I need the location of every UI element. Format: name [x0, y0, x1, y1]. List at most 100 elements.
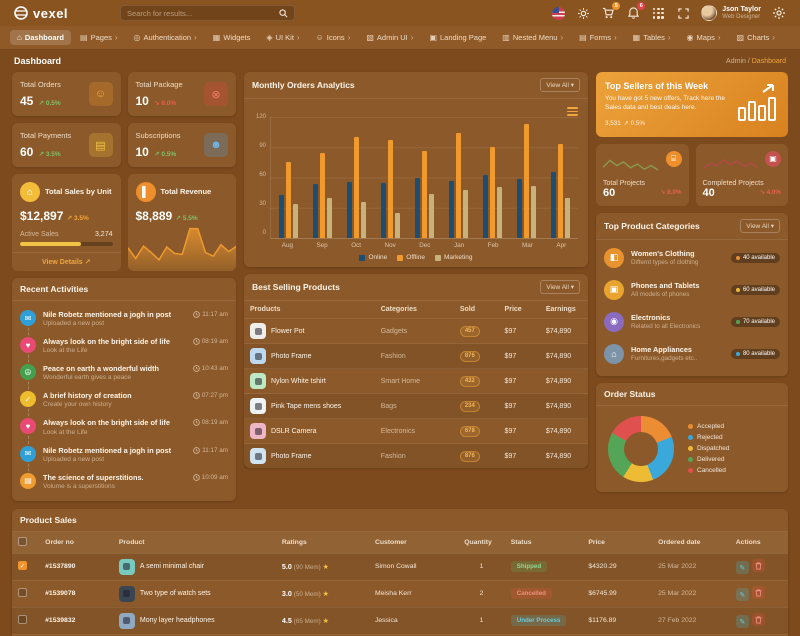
menu-item[interactable]: ▤ Forms › — [572, 30, 623, 45]
app-logo[interactable]: vexel — [14, 6, 110, 21]
activity-time: 08:19 am — [192, 337, 228, 354]
menu-item[interactable]: ▦ Tables › — [626, 30, 678, 45]
table-row[interactable]: Flower Pot Gadgets 457 $97 $74,890 — [244, 318, 588, 344]
activity-subtitle: Wonderful earth gives a peace — [43, 374, 132, 382]
theme-toggle-sun-icon[interactable] — [576, 6, 590, 20]
bar — [497, 186, 503, 238]
product-earnings: $74,890 — [545, 377, 572, 385]
breadcrumb-parent[interactable]: Admin — [726, 57, 746, 65]
chart-legend: Online Offline Marketing — [244, 252, 588, 267]
activity-item[interactable]: ♥ Always look on the bright side of life… — [20, 332, 228, 368]
table-row[interactable]: Nylon White tshirt Smart Home 432 $97 $7… — [244, 368, 588, 394]
menu-item[interactable]: ◈ UI Kit › — [259, 30, 306, 45]
x-tick: Apr — [556, 242, 567, 249]
search-input[interactable] — [127, 8, 274, 18]
legend-item[interactable]: Marketing — [434, 254, 473, 261]
table-row[interactable]: Pink Tape mens shoes Bags 234 $97 $74,89… — [244, 393, 588, 419]
customer-name: Meisha Kerr — [368, 579, 459, 608]
language-flag-icon[interactable] — [551, 6, 565, 20]
category-item[interactable]: ◉ Electronics Related to all Electronics… — [604, 306, 780, 338]
rating-members: (65 Mem) — [293, 618, 321, 626]
apps-grid-icon[interactable] — [651, 6, 665, 20]
menu-item[interactable]: ▧ Admin UI › — [359, 30, 420, 45]
product-name: Two type of watch sets — [139, 590, 211, 598]
category-item[interactable]: ▣ Phones and Tablets All models of phone… — [604, 274, 780, 306]
row-checkbox[interactable] — [18, 615, 27, 625]
chevron-right-icon: › — [410, 33, 414, 42]
search-icon[interactable] — [279, 8, 288, 18]
menu-item[interactable]: ▨ Charts › — [730, 30, 782, 45]
activity-item[interactable]: ✉ Nile Robetz mentioned a jogh in post U… — [20, 441, 228, 476]
activity-item[interactable]: ✓ A brief history of creation Create you… — [20, 386, 228, 422]
delete-button[interactable] — [751, 586, 765, 600]
delete-button[interactable] — [751, 559, 765, 573]
menu-item[interactable]: ▦ Widgets › — [206, 30, 258, 45]
activity-title: Always look on the bright side of life — [43, 418, 170, 428]
table-row[interactable]: Photo Frame Fashion 876 $97 $74,890 — [244, 343, 588, 369]
x-tick: Oct — [351, 242, 362, 249]
settings-gear-icon[interactable] — [772, 6, 786, 20]
category-name: Home Appliances — [631, 345, 692, 355]
x-tick: Feb — [487, 242, 499, 249]
table-row[interactable]: Photo Frame Fashion 876 $97 $74,890 — [244, 443, 588, 468]
stat-label: Total Orders — [20, 80, 61, 89]
rating-members: (90 Mem) — [293, 564, 321, 572]
logo-text: vexel — [33, 5, 69, 21]
user-menu[interactable]: Json Taylor Web Designer — [701, 5, 761, 21]
row-checkbox[interactable] — [18, 561, 27, 571]
order-status-donut — [608, 415, 674, 482]
activity-item[interactable]: ♥ Always look on the bright side of life… — [20, 413, 228, 449]
bar — [428, 193, 434, 238]
activity-item[interactable]: ✉ Nile Robetz mentioned a jogh in post U… — [20, 305, 228, 341]
menu-item[interactable]: ⌂ Dashboard › — [10, 30, 72, 45]
active-sales-progress — [20, 242, 113, 246]
legend-item[interactable]: Online — [359, 254, 387, 261]
product-thumbnail — [250, 373, 266, 389]
activity-time: 11:17 am — [193, 446, 228, 463]
customer-name: Jessica — [368, 606, 459, 635]
edit-button[interactable]: ✎ — [735, 561, 749, 575]
menu-item[interactable]: ▤ Pages › — [73, 30, 125, 45]
bar — [421, 151, 427, 238]
menu-item[interactable]: ▥ Nested Menu › — [495, 30, 570, 45]
activity-item[interactable]: ☮ Peace on earth a wonderful width Wonde… — [20, 359, 228, 395]
menu-item-label: Admin UI — [376, 33, 408, 42]
stat-change: ↗ 0.5% — [38, 100, 61, 107]
menu-item-label: Tables — [643, 33, 665, 42]
cart-icon[interactable]: 5 — [601, 2, 621, 20]
category-item[interactable]: ⌂ Home Appliances Furnitures,gadgets etc… — [604, 338, 780, 370]
activity-time: 10:09 am — [192, 473, 228, 490]
view-all-button[interactable]: View All ▾ — [740, 218, 780, 233]
fullscreen-icon[interactable] — [676, 6, 690, 20]
notifications-bell-icon[interactable]: 6 — [626, 2, 646, 20]
menu-item-icon: ▥ — [502, 33, 510, 42]
completed-projects-card: ▣ Completed Projects 40 ↘ 4.0% — [695, 143, 788, 206]
view-details-link[interactable]: View Details ↗ — [12, 252, 121, 271]
search-box[interactable] — [120, 5, 295, 21]
chevron-right-icon: › — [613, 33, 617, 42]
delete-button[interactable] — [751, 613, 765, 627]
edit-button[interactable]: ✎ — [735, 588, 749, 602]
y-tick: 30 — [259, 201, 266, 207]
stat-label: Total Payments — [20, 131, 72, 140]
view-all-button[interactable]: View All ▾ — [540, 78, 580, 92]
menu-item[interactable]: ▣ Landing Page › — [422, 30, 493, 45]
product-earnings: $74,890 — [545, 402, 572, 410]
x-tick: Sep — [316, 242, 328, 249]
card-value: 60 — [603, 186, 616, 199]
row-checkbox[interactable] — [18, 588, 27, 598]
table-row[interactable]: DSLR Camera Electronics 678 $97 $74,890 — [244, 418, 588, 444]
legend-item: Dispatched — [688, 445, 730, 452]
menu-item[interactable]: ◎ Authentication › — [127, 30, 204, 45]
menu-item[interactable]: ◉ Maps › — [680, 30, 728, 45]
select-all-checkbox[interactable] — [18, 536, 27, 546]
edit-button[interactable]: ✎ — [735, 615, 749, 629]
legend-item[interactable]: Offline — [397, 254, 425, 261]
activity-subtitle: Uploaded a new post — [43, 320, 105, 328]
category-item[interactable]: ◧ Women's Clothing Differnt types of clo… — [604, 242, 780, 274]
chart-menu-icon[interactable] — [567, 105, 578, 118]
menu-item[interactable]: ☺ Icons › — [309, 30, 358, 45]
view-all-button[interactable]: View All ▾ — [540, 280, 580, 294]
activity-item[interactable]: ▤ The science of superstitions. Volume i… — [20, 468, 228, 495]
legend-item: Accepted — [688, 423, 730, 430]
